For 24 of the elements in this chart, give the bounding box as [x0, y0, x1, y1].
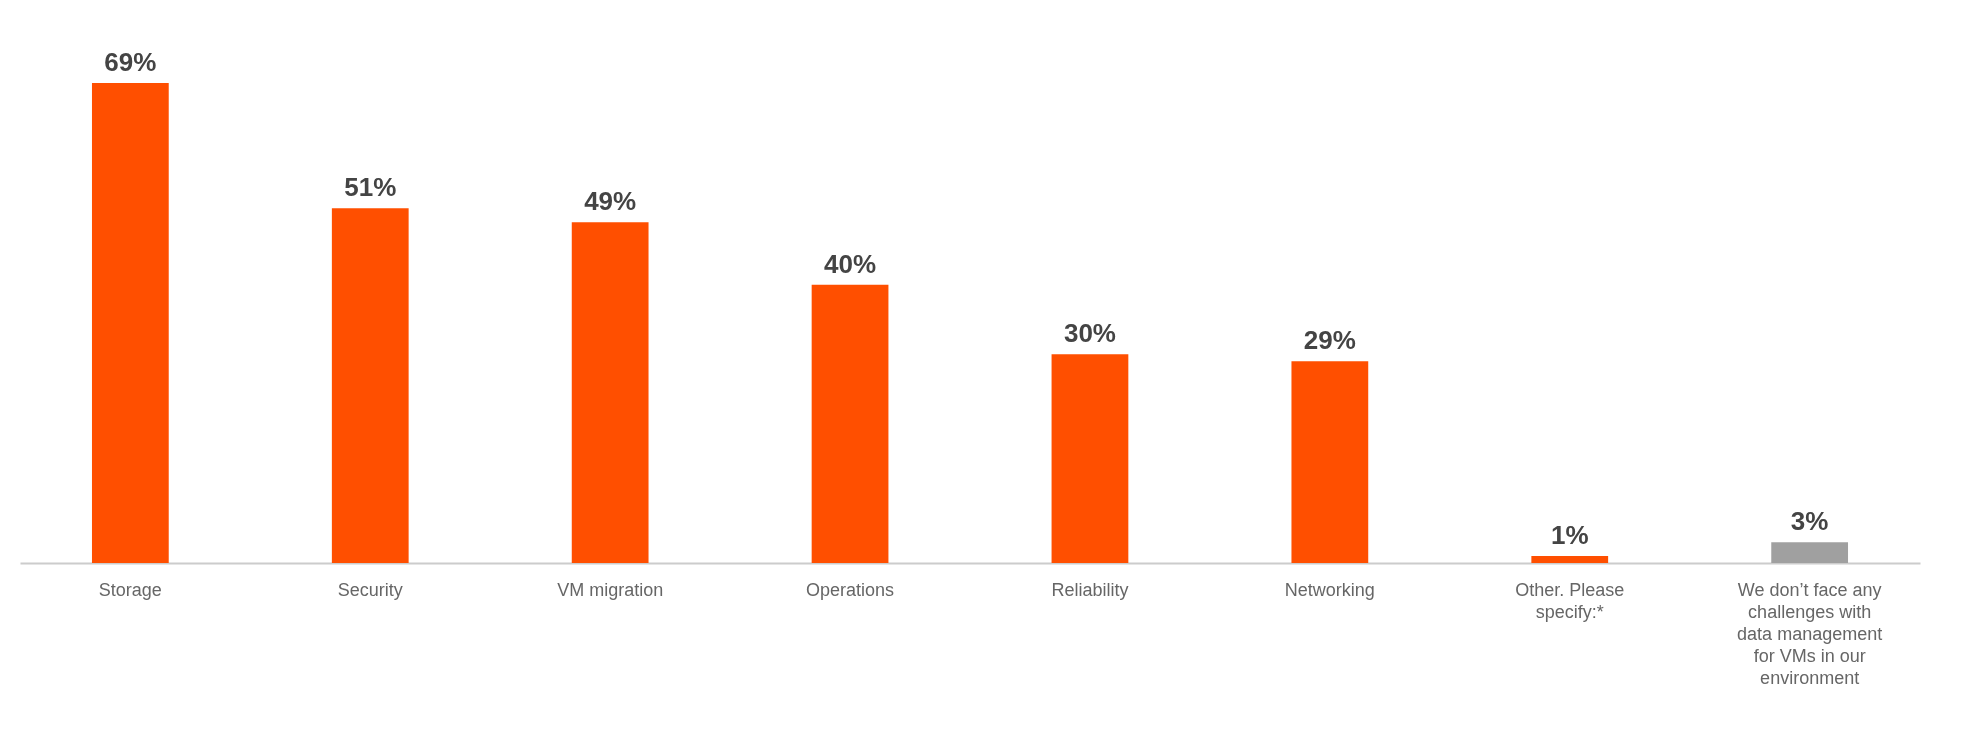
x-tick-label: Other. Please specify:* [1515, 579, 1625, 622]
data-label: 49% [584, 186, 637, 217]
x-tick-label: Reliability [1051, 579, 1129, 600]
bar [1291, 361, 1369, 563]
x-tick-label: Operations [806, 579, 895, 600]
data-label: 69% [104, 47, 157, 77]
data-label: 40% [824, 248, 877, 279]
x-tick-label: Storage [98, 579, 162, 600]
bar [1771, 542, 1849, 563]
bar [1051, 354, 1129, 563]
data-label: 30% [1063, 318, 1116, 349]
x-tick-label: We don’t face any challenges with data management for VMs in our environment [1737, 579, 1883, 688]
bar [571, 222, 649, 563]
data-label: 3% [1790, 506, 1829, 537]
bar [811, 284, 889, 563]
x-tick-label: Security [337, 579, 403, 600]
bar [331, 208, 409, 563]
bar [91, 83, 169, 563]
data-label: 51% [344, 172, 397, 203]
data-label: 29% [1303, 325, 1356, 356]
x-tick-label: Networking [1284, 579, 1375, 600]
data-label: 1% [1550, 520, 1589, 551]
bar [1531, 556, 1609, 563]
x-tick-label: VM migration [557, 579, 664, 600]
